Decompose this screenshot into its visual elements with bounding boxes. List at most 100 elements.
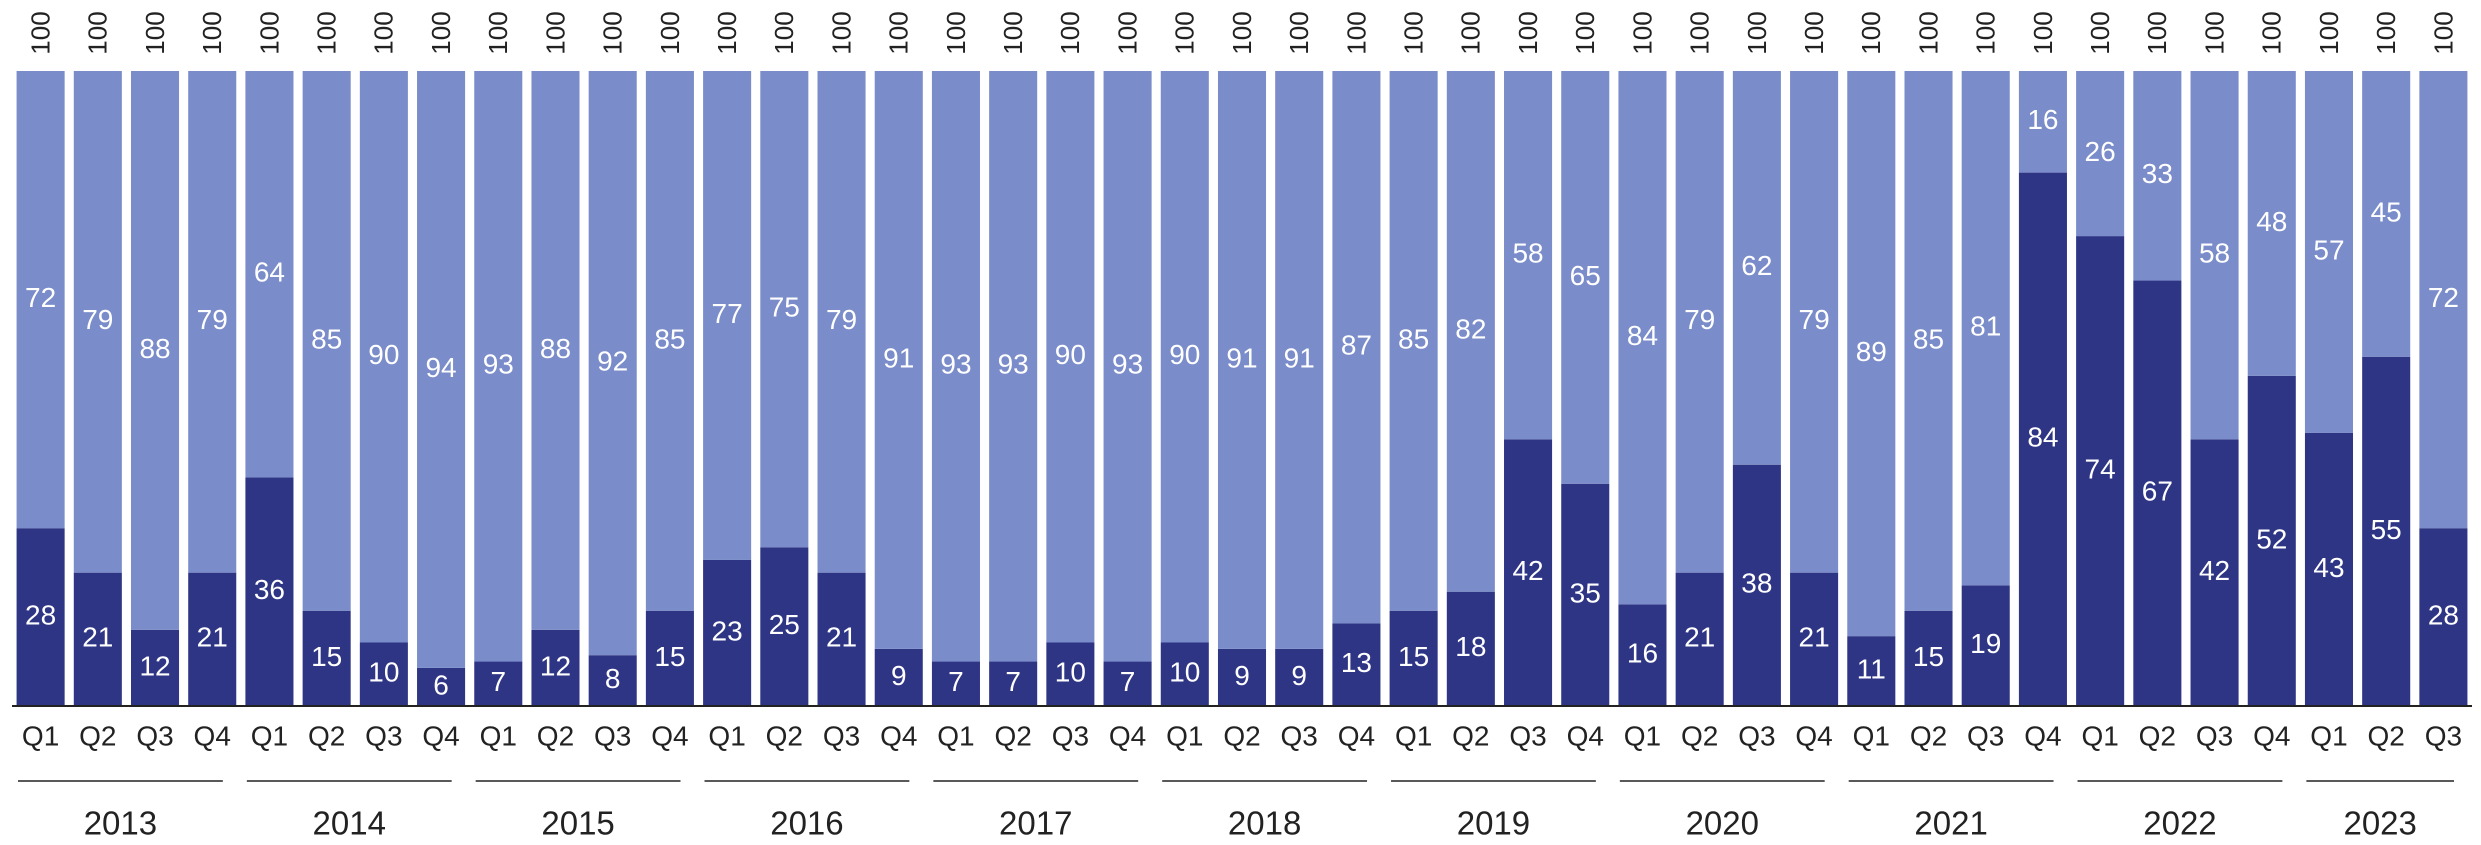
value-label: 84 (1627, 320, 1658, 351)
bar-segment (760, 71, 809, 548)
x-tick-label: Q3 (823, 720, 860, 751)
group-label: 2015 (541, 805, 614, 842)
total-label: 100 (426, 11, 456, 54)
total-label: 100 (1055, 11, 1085, 54)
total-label: 100 (826, 11, 856, 54)
total-label: 100 (1112, 11, 1142, 54)
bar-segment (1046, 642, 1095, 706)
value-label: 89 (1856, 336, 1887, 367)
bar-segment (1561, 483, 1610, 706)
value-label: 26 (2085, 136, 2116, 167)
value-label: 45 (2371, 196, 2402, 227)
value-label: 85 (1398, 323, 1429, 354)
bar-segment (1790, 572, 1839, 706)
value-label: 36 (254, 574, 285, 605)
bar-segment (588, 655, 637, 706)
group-label: 2022 (2143, 805, 2216, 842)
x-tick-label: Q2 (1223, 720, 1260, 751)
x-tick-label: Q4 (880, 720, 917, 751)
value-label: 52 (2256, 523, 2287, 554)
total-label: 100 (1399, 11, 1429, 54)
bar-segment (130, 71, 180, 630)
value-label: 74 (2085, 453, 2116, 484)
bar-segment (302, 610, 351, 706)
bar-segment (1790, 71, 1839, 573)
bar-segment (16, 71, 65, 529)
bar-segment (1961, 585, 2010, 706)
value-label: 10 (1055, 657, 1086, 688)
bar-segment (474, 661, 523, 706)
x-tick-label: Q1 (2310, 720, 2347, 751)
value-label: 64 (254, 257, 285, 288)
total-label: 100 (1799, 11, 1829, 54)
bar-segment (302, 71, 351, 611)
bar-segment (1847, 636, 1896, 706)
total-label: 100 (1685, 11, 1715, 54)
bar-segment (1389, 71, 1438, 611)
total-label: 100 (2371, 11, 2401, 54)
value-label: 13 (1341, 647, 1372, 678)
total-label: 100 (254, 11, 284, 54)
value-label: 72 (25, 282, 56, 313)
value-label: 93 (483, 349, 514, 380)
x-tick-label: Q1 (708, 720, 745, 751)
bar-segment (531, 71, 580, 630)
value-label: 15 (1398, 641, 1429, 672)
value-label: 19 (1970, 628, 2001, 659)
total-label: 100 (655, 11, 685, 54)
bar-segment (760, 547, 809, 706)
x-tick-label: Q4 (422, 720, 459, 751)
bar-segment (2190, 439, 2239, 706)
x-tick-label: Q1 (937, 720, 974, 751)
bar-segment (245, 477, 294, 706)
x-tick-label: Q2 (1910, 720, 1947, 751)
value-label: 87 (1341, 330, 1372, 361)
value-label: 43 (2313, 552, 2344, 583)
bar-segment (1618, 604, 1667, 706)
x-tick-label: Q3 (1738, 720, 1775, 751)
value-label: 79 (826, 304, 857, 335)
bar-segment (1732, 71, 1781, 465)
bar-segment (188, 71, 237, 573)
bar-segment (989, 661, 1038, 706)
x-tick-label: Q4 (1795, 720, 1832, 751)
bar-segment (989, 71, 1038, 662)
total-label: 100 (1513, 11, 1543, 54)
group-label: 2014 (313, 805, 386, 842)
total-label: 100 (1456, 11, 1486, 54)
value-label: 93 (1112, 349, 1143, 380)
bar-segment (1732, 464, 1781, 706)
x-tick-label: Q1 (251, 720, 288, 751)
bar-segment (1504, 71, 1553, 440)
value-label: 79 (1684, 304, 1715, 335)
value-label: 88 (540, 333, 571, 364)
bar-segment (1446, 591, 1495, 706)
total-label: 100 (1227, 11, 1257, 54)
bar-segment (1332, 71, 1381, 624)
total-label: 100 (712, 11, 742, 54)
x-tick-label: Q1 (1395, 720, 1432, 751)
bar-segment (703, 71, 752, 560)
group-label: 2016 (770, 805, 843, 842)
x-tick-label: Q3 (1281, 720, 1318, 751)
x-tick-label: Q2 (766, 720, 803, 751)
value-label: 93 (998, 349, 1029, 380)
bar-segment (931, 71, 980, 662)
value-label: 38 (1741, 568, 1772, 599)
group-label: 2020 (1686, 805, 1759, 842)
value-label: 21 (826, 622, 857, 653)
value-label: 75 (769, 292, 800, 323)
total-label: 100 (1971, 11, 2001, 54)
bar-segment (2304, 432, 2354, 706)
value-label: 28 (2428, 599, 2459, 630)
value-label: 58 (2199, 238, 2230, 269)
value-label: 12 (540, 650, 571, 681)
total-label: 100 (540, 11, 570, 54)
bar-segment (2133, 280, 2182, 706)
bar-segment (417, 667, 466, 706)
value-label: 10 (368, 657, 399, 688)
value-label: 79 (197, 304, 228, 335)
value-label: 35 (1570, 577, 1601, 608)
value-label: 94 (425, 352, 456, 383)
value-label: 79 (1799, 304, 1830, 335)
